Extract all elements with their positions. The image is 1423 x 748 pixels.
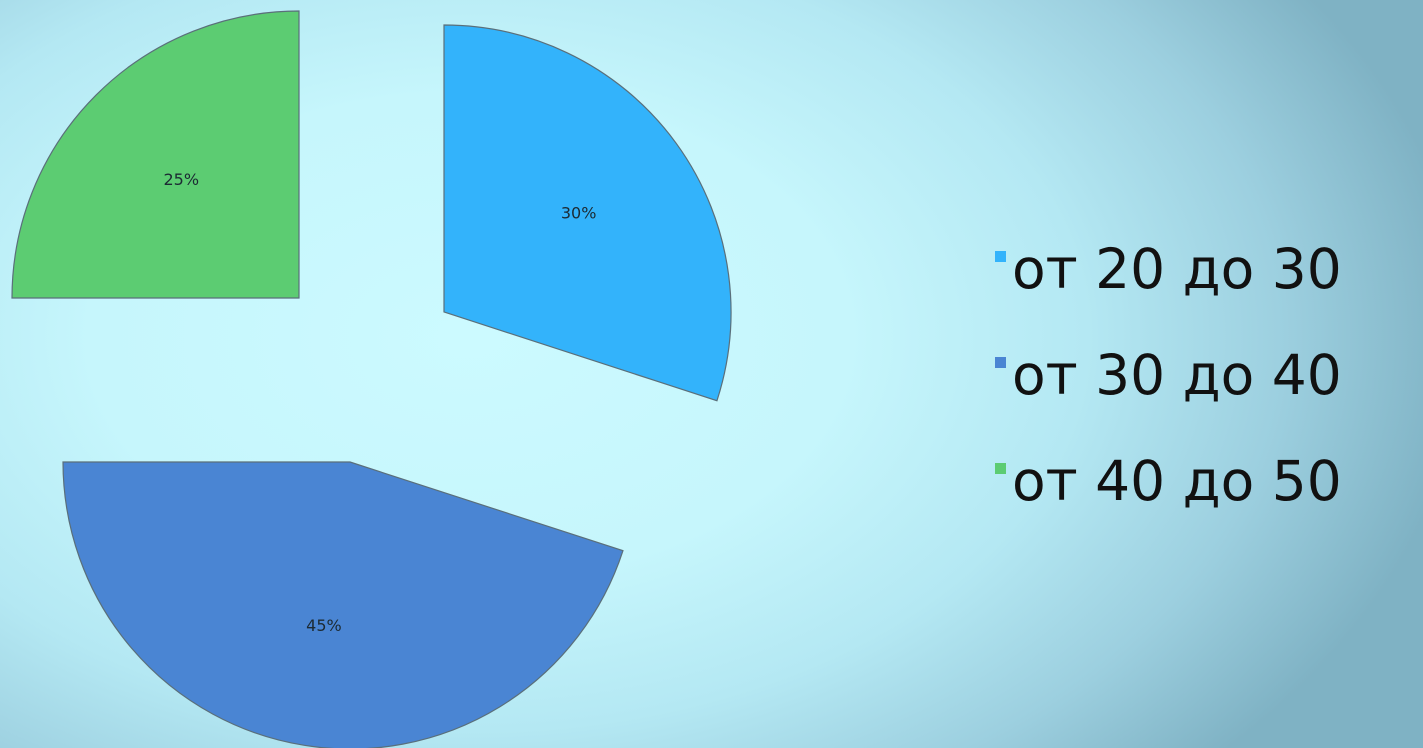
pie-slice [62, 461, 624, 748]
legend-item: от 40 до 50 [995, 448, 1420, 514]
slice-data-label: 25% [164, 170, 200, 189]
legend-item: от 30 до 40 [995, 342, 1420, 408]
legend-swatch [995, 462, 1006, 474]
slice-data-label: 45% [306, 616, 342, 635]
chart-legend: от 20 до 30 от 30 до 40 от 40 до 50 [995, 236, 1420, 514]
legend-swatch [995, 250, 1006, 262]
legend-label: от 40 до 50 [1012, 449, 1342, 513]
pie-slice [11, 10, 300, 299]
legend-swatch [995, 356, 1006, 368]
legend-item: от 20 до 30 [995, 236, 1420, 302]
legend-label: от 20 до 30 [1012, 237, 1342, 301]
slice-data-label: 30% [561, 204, 597, 223]
pie-slices [11, 10, 732, 748]
pie-slice [443, 24, 732, 402]
legend-label: от 30 до 40 [1012, 343, 1342, 407]
pie-data-labels: 30% 45% 25% [164, 170, 597, 635]
